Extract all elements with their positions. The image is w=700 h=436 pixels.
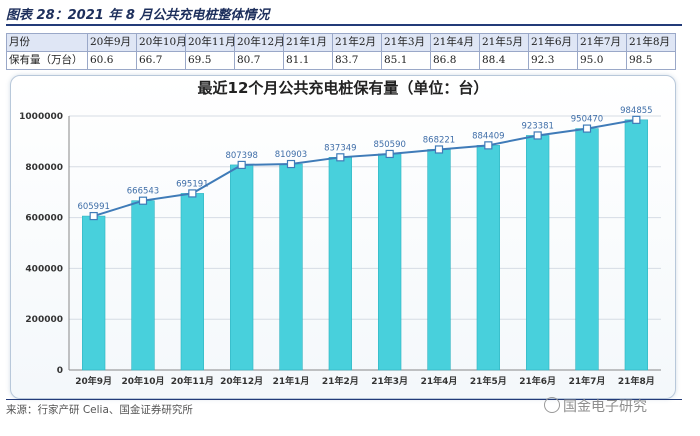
month-cell: 21年6月: [528, 33, 578, 52]
row-header-month: 月份: [6, 33, 88, 52]
x-tick-label: 21年3月: [371, 375, 408, 387]
value-cell: 66.7: [136, 51, 186, 70]
data-label: 984855: [620, 106, 652, 116]
month-cell: 21年2月: [332, 33, 382, 52]
watermark-text: 国金电子研究: [563, 399, 647, 415]
data-label: 868221: [423, 135, 455, 145]
bar: [575, 128, 599, 371]
month-cell: 21年3月: [381, 33, 431, 52]
y-tick-label: 200000: [25, 315, 63, 325]
data-label: 695191: [176, 179, 208, 189]
source-note: 来源：行家产研 Celia、国金证券研究所: [6, 404, 193, 416]
line-marker: [434, 145, 444, 154]
bar-line-chart: 最近12个月公共充电桩保有量（单位：台） 0 200000 400000 600000 8…: [19, 79, 661, 387]
x-tick-label: 20年12月: [220, 375, 263, 387]
value-cell: 81.1: [283, 51, 333, 70]
x-tick-label: 20年10月: [121, 375, 164, 387]
bar: [427, 149, 451, 371]
value-cell: 95.0: [577, 51, 627, 70]
line-marker: [237, 160, 246, 170]
x-tick-label: 20年9月: [75, 375, 112, 387]
month-cell: 20年10月: [136, 33, 186, 52]
watermark: 国金电子研究: [544, 396, 647, 416]
bar: [476, 145, 500, 371]
bar: [526, 135, 550, 371]
chart-panel: 最近12个月公共充电桩保有量（单位：台） 0 200000 400000 600000 8…: [10, 75, 676, 399]
bar: [279, 163, 303, 371]
value-cell: 92.3: [528, 51, 578, 70]
line-marker: [632, 115, 641, 124]
data-label: 605991: [77, 202, 109, 212]
y-tick-label: 600000: [25, 214, 63, 224]
bar: [230, 164, 254, 371]
line-marker: [533, 131, 542, 140]
line-marker: [89, 211, 98, 221]
value-cell: 88.4: [479, 51, 529, 70]
bottom-rule: [6, 399, 682, 400]
value-cell: 83.7: [332, 51, 382, 70]
figure-label: 图表 28：2021 年 8 月公共充电桩整体情况: [6, 8, 270, 23]
x-tick-label: 21年4月: [421, 375, 458, 387]
x-tick-label: 21年7月: [569, 375, 606, 387]
line-marker: [336, 153, 345, 162]
month-cell: 21年4月: [430, 33, 480, 52]
value-cell: 80.7: [234, 51, 284, 70]
line-marker: [286, 159, 296, 169]
line-marker: [138, 196, 148, 205]
x-tick-label: 21年5月: [470, 375, 507, 387]
y-tick-label: 400000: [25, 264, 63, 274]
table-row: 保有量（万台） 60.6 66.7 69.5 80.7 81.1 83.7 85.1 86.8 8…: [6, 51, 676, 70]
line-marker: [484, 141, 493, 150]
bar: [180, 193, 204, 371]
y-tick-label: 0: [57, 366, 63, 376]
x-tick-label: 20年11月: [171, 375, 214, 387]
month-cell: 21年8月: [626, 33, 676, 52]
y-tick-label: 1000000: [19, 112, 63, 122]
data-label: 810903: [275, 150, 307, 160]
bar: [131, 200, 155, 371]
wechat-icon: [544, 397, 560, 413]
row-header-stock: 保有量（万台）: [6, 51, 88, 70]
month-cell: 21年5月: [479, 33, 529, 52]
data-label: 950470: [571, 115, 603, 125]
x-tick-label: 21年2月: [322, 375, 359, 387]
line-marker: [188, 189, 197, 198]
value-cell: 69.5: [185, 51, 235, 70]
month-cell: 20年11月: [185, 33, 235, 52]
data-label: 807398: [225, 151, 257, 161]
value-cell: 98.5: [626, 51, 676, 70]
data-label: 666543: [127, 187, 159, 197]
top-rule: [6, 24, 682, 26]
bar: [82, 215, 106, 371]
bar: [624, 119, 648, 371]
line-marker: [385, 149, 394, 159]
data-label: 884409: [472, 131, 504, 141]
table-row: 月份 20年9月 20年10月 20年11月 20年12月 21年1月 21年2月 21年3月…: [6, 33, 676, 52]
bar: [378, 153, 402, 371]
y-tick-label: 800000: [25, 163, 63, 173]
month-cell: 21年1月: [283, 33, 333, 52]
x-tick-label: 21年8月: [618, 375, 655, 387]
x-tick-label: 21年1月: [273, 375, 310, 387]
data-label: 923381: [521, 121, 553, 131]
data-label: 850590: [373, 140, 405, 150]
line-marker: [582, 124, 592, 133]
month-cell: 21年7月: [577, 33, 627, 52]
value-cell: 60.6: [87, 51, 137, 70]
x-tick-label: 21年6月: [519, 375, 556, 387]
trend-line: [93, 118, 637, 218]
value-cell: 86.8: [430, 51, 480, 70]
value-cell: 85.1: [381, 51, 431, 70]
month-cell: 20年9月: [87, 33, 137, 52]
chart-title: 最近12个月公共充电桩保有量（单位：台）: [198, 79, 489, 97]
month-cell: 20年12月: [234, 33, 284, 52]
bar: [328, 157, 352, 371]
data-label: 837349: [324, 143, 356, 153]
summary-table: 月份 20年9月 20年10月 20年11月 20年12月 21年1月 21年2月 21年3月…: [6, 33, 676, 70]
